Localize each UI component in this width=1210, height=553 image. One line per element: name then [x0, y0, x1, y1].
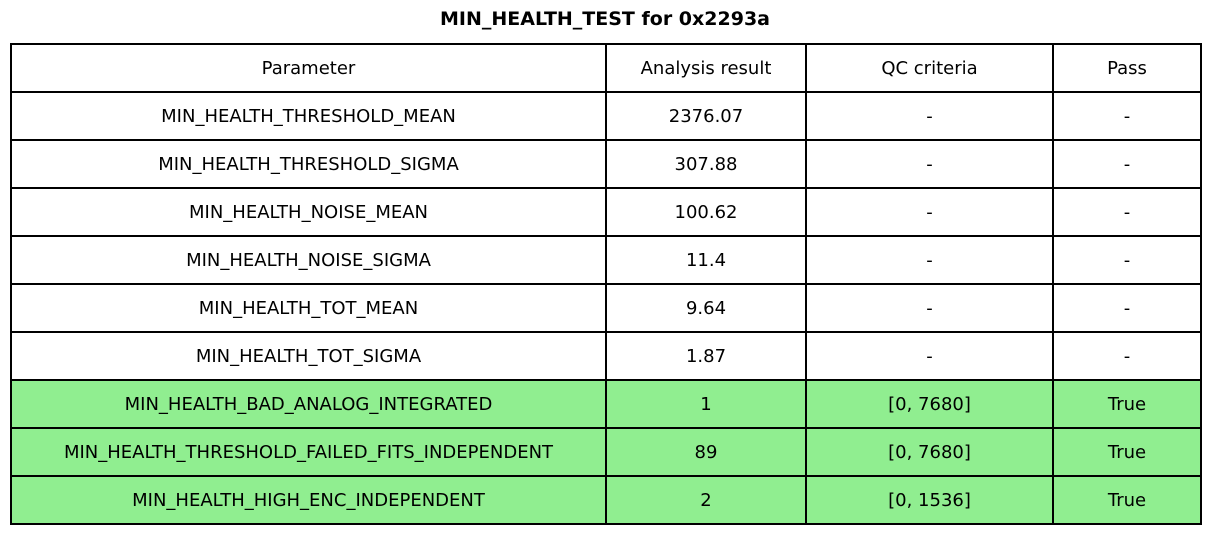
cell-pass: - [1052, 187, 1202, 237]
cell-pass: True [1052, 475, 1202, 525]
column-header-analysis-result: Analysis result [605, 43, 807, 93]
cell-pass: - [1052, 283, 1202, 333]
cell-parameter: MIN_HEALTH_THRESHOLD_FAILED_FITS_INDEPEN… [10, 427, 607, 477]
header-row: Parameter Analysis result QC criteria Pa… [10, 43, 1202, 93]
cell-analysis-result: 89 [605, 427, 807, 477]
table-row: MIN_HEALTH_BAD_ANALOG_INTEGRATED 1 [0, 768… [10, 379, 1202, 429]
column-header-qc-criteria: QC criteria [805, 43, 1054, 93]
column-header-pass: Pass [1052, 43, 1202, 93]
cell-parameter: MIN_HEALTH_BAD_ANALOG_INTEGRATED [10, 379, 607, 429]
page-title: MIN_HEALTH_TEST for 0x2293a [440, 8, 770, 30]
cell-qc-criteria: - [805, 187, 1054, 237]
cell-pass: - [1052, 331, 1202, 381]
cell-analysis-result: 1 [605, 379, 807, 429]
cell-analysis-result: 1.87 [605, 331, 807, 381]
cell-parameter: MIN_HEALTH_NOISE_SIGMA [10, 235, 607, 285]
cell-parameter: MIN_HEALTH_TOT_MEAN [10, 283, 607, 333]
cell-pass: True [1052, 379, 1202, 429]
cell-parameter: MIN_HEALTH_THRESHOLD_MEAN [10, 91, 607, 141]
cell-qc-criteria: [0, 7680] [805, 427, 1054, 477]
cell-qc-criteria: [0, 1536] [805, 475, 1054, 525]
table-header: Parameter Analysis result QC criteria Pa… [10, 43, 1202, 93]
cell-qc-criteria: - [805, 139, 1054, 189]
table-row: MIN_HEALTH_THRESHOLD_SIGMA 307.88- - [10, 139, 1202, 189]
column-header-parameter: Parameter [10, 43, 607, 93]
table-row: MIN_HEALTH_THRESHOLD_FAILED_FITS_INDEPEN… [10, 427, 1202, 477]
table-row: MIN_HEALTH_NOISE_SIGMA 11.4- - [10, 235, 1202, 285]
cell-analysis-result: 11.4 [605, 235, 807, 285]
cell-pass: - [1052, 91, 1202, 141]
cell-parameter: MIN_HEALTH_HIGH_ENC_INDEPENDENT [10, 475, 607, 525]
table-row: MIN_HEALTH_TOT_SIGMA 1.87- - [10, 331, 1202, 381]
cell-qc-criteria: - [805, 235, 1054, 285]
cell-qc-criteria: - [805, 283, 1054, 333]
cell-analysis-result: 2 [605, 475, 807, 525]
qc-results-table: Parameter Analysis result QC criteria Pa… [10, 43, 1202, 525]
cell-parameter: MIN_HEALTH_NOISE_MEAN [10, 187, 607, 237]
table-row: MIN_HEALTH_HIGH_ENC_INDEPENDENT 2 [0, 1536… [10, 475, 1202, 525]
cell-qc-criteria: [0, 7680] [805, 379, 1054, 429]
cell-parameter: MIN_HEALTH_THRESHOLD_SIGMA [10, 139, 607, 189]
table-row: MIN_HEALTH_NOISE_MEAN 100.62- - [10, 187, 1202, 237]
cell-pass: - [1052, 235, 1202, 285]
cell-qc-criteria: - [805, 331, 1054, 381]
cell-pass: - [1052, 139, 1202, 189]
cell-parameter: MIN_HEALTH_TOT_SIGMA [10, 331, 607, 381]
table-row: MIN_HEALTH_THRESHOLD_MEAN 2376.07- - [10, 91, 1202, 141]
cell-analysis-result: 100.62 [605, 187, 807, 237]
table-body: MIN_HEALTH_THRESHOLD_MEAN 2376.07- - MIN_HE… [10, 91, 1202, 525]
cell-qc-criteria: - [805, 91, 1054, 141]
cell-pass: True [1052, 427, 1202, 477]
cell-analysis-result: 307.88 [605, 139, 807, 189]
table-row: MIN_HEALTH_TOT_MEAN 9.64- - [10, 283, 1202, 333]
cell-analysis-result: 9.64 [605, 283, 807, 333]
cell-analysis-result: 2376.07 [605, 91, 807, 141]
